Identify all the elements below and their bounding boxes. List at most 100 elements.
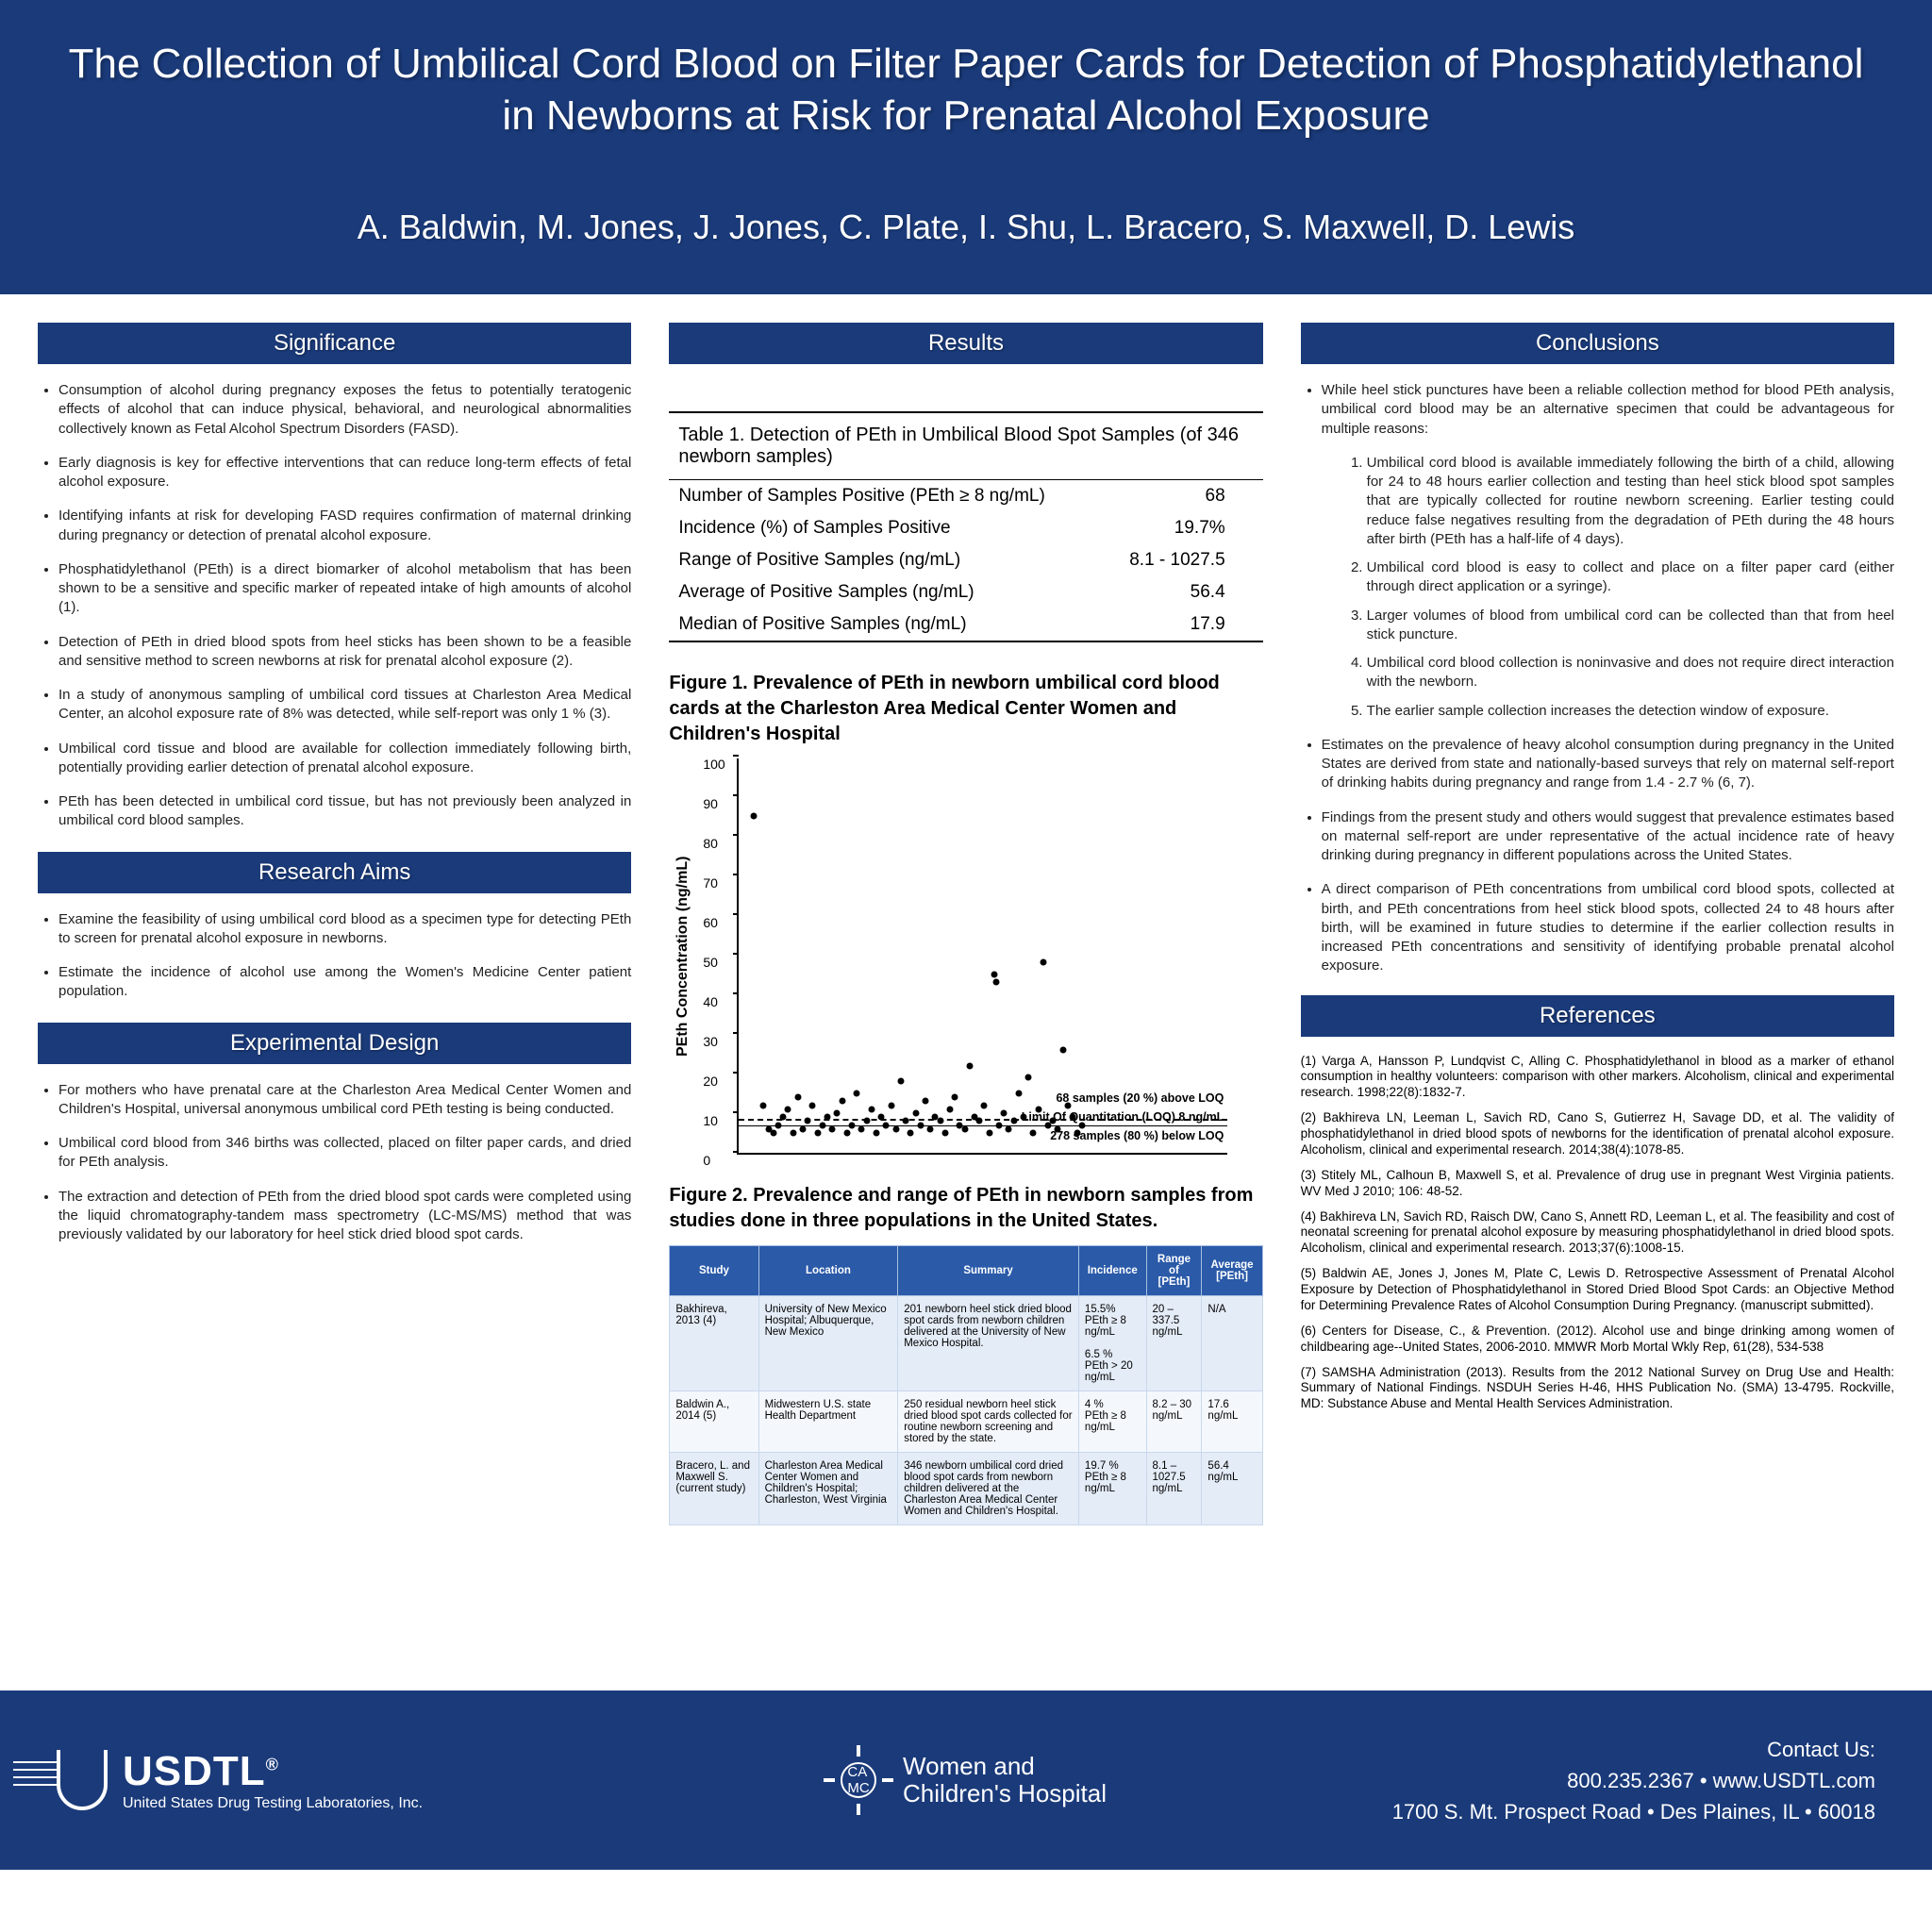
list-item: A direct comparison of PEth concentratio…: [1322, 880, 1894, 975]
usdtl-logo-block: USDTL® United States Drug Testing Labora…: [57, 1748, 663, 1812]
list-item: Umbilical cord tissue and blood are avai…: [58, 740, 631, 778]
list-item: Umbilical cord blood collection is nonin…: [1367, 654, 1894, 692]
list-item: Findings from the present study and othe…: [1322, 808, 1894, 866]
fig1-ylabel: PEth Concentration (ng/mL): [669, 758, 697, 1155]
table-cell: Midwestern U.S. state Health Department: [758, 1391, 898, 1453]
significance-body: Consumption of alcohol during pregnancy …: [38, 381, 631, 831]
list-item: For mothers who have prenatal care at th…: [58, 1081, 631, 1120]
table-cell: 8.1 - 1027.5: [1102, 544, 1262, 576]
conclusions-body: While heel stick punctures have been a r…: [1301, 381, 1894, 976]
usdtl-subtitle: United States Drug Testing Laboratories,…: [123, 1795, 423, 1812]
table-cell: Baldwin A., 2014 (5): [670, 1391, 758, 1453]
list-item: Early diagnosis is key for effective int…: [58, 454, 631, 492]
reference-item: (6) Centers for Disease, C., & Preventio…: [1301, 1324, 1894, 1356]
list-item: Consumption of alcohol during pregnancy …: [58, 381, 631, 439]
list-item: Umbilical cord blood from 346 births was…: [58, 1134, 631, 1173]
poster-content: Significance Consumption of alcohol duri…: [0, 294, 1932, 1690]
table-cell: 19.7%: [1102, 512, 1262, 544]
table-cell: 8.2 – 30 ng/mL: [1146, 1391, 1202, 1453]
left-column: Significance Consumption of alcohol duri…: [38, 323, 631, 1690]
table-header: Location: [758, 1246, 898, 1296]
logo-u-glyph: [57, 1750, 108, 1810]
list-item: Estimate the incidence of alcohol use am…: [58, 963, 631, 1002]
fig2-table: StudyLocationSummaryIncidenceRange of [P…: [669, 1245, 1262, 1525]
table1: Table 1. Detection of PEth in Umbilical …: [669, 411, 1262, 642]
list-item: Examine the feasibility of using umbilic…: [58, 910, 631, 949]
sun-icon: CAMC: [825, 1747, 891, 1813]
contact-block: Contact Us: 800.235.2367 • www.USDTL.com…: [1269, 1734, 1875, 1827]
design-body: For mothers who have prenatal care at th…: [38, 1081, 631, 1245]
table-cell: Average of Positive Samples (ng/mL): [669, 576, 1102, 608]
table-cell: Median of Positive Samples (ng/mL): [669, 608, 1102, 641]
fig1-title: Figure 1. Prevalence of PEth in newborn …: [669, 671, 1262, 747]
aims-body: Examine the feasibility of using umbilic…: [38, 910, 631, 1002]
table-cell: 15.5% PEth ≥ 8 ng/mL 6.5 % PEth > 20 ng/…: [1078, 1296, 1146, 1391]
table-header: Incidence: [1078, 1246, 1146, 1296]
significance-heading: Significance: [38, 323, 631, 364]
contact-heading: Contact Us:: [1269, 1734, 1875, 1765]
list-item: The extraction and detection of PEth fro…: [58, 1188, 631, 1245]
list-item: In a study of anonymous sampling of umbi…: [58, 686, 631, 724]
table-cell: 346 newborn umbilical cord dried blood s…: [898, 1453, 1079, 1525]
right-column: Conclusions While heel stick punctures h…: [1301, 323, 1894, 1690]
reference-item: (2) Bakhireva LN, Leeman L, Savich RD, C…: [1301, 1110, 1894, 1158]
table-header: Average [PEth]: [1202, 1246, 1262, 1296]
reference-item: (4) Bakhireva LN, Savich RD, Raisch DW, …: [1301, 1209, 1894, 1257]
table1-title: Table 1. Detection of PEth in Umbilical …: [669, 413, 1262, 480]
table-cell: 17.9: [1102, 608, 1262, 641]
table-cell: 68: [1102, 480, 1262, 512]
contact-line2: 1700 S. Mt. Prospect Road • Des Plaines,…: [1269, 1796, 1875, 1827]
list-item: Identifying infants at risk for developi…: [58, 507, 631, 545]
wch-logo-block: CAMC Women and Children's Hospital: [663, 1747, 1270, 1813]
design-heading: Experimental Design: [38, 1023, 631, 1064]
table-cell: Bracero, L. and Maxwell S. (current stud…: [670, 1453, 758, 1525]
list-item: PEth has been detected in umbilical cord…: [58, 792, 631, 831]
poster-title: The Collection of Umbilical Cord Blood o…: [57, 38, 1875, 142]
references-body: (1) Varga A, Hansson P, Lundqvist C, All…: [1301, 1054, 1894, 1413]
table-cell: 56.4 ng/mL: [1202, 1453, 1262, 1525]
table-cell: Charleston Area Medical Center Women and…: [758, 1453, 898, 1525]
table-cell: 56.4: [1102, 576, 1262, 608]
contact-line1: 800.235.2367 • www.USDTL.com: [1269, 1765, 1875, 1796]
poster-authors: A. Baldwin, M. Jones, J. Jones, C. Plate…: [57, 208, 1875, 247]
reference-item: (7) SAMSHA Administration (2013). Result…: [1301, 1365, 1894, 1413]
table-cell: N/A: [1202, 1296, 1262, 1391]
table-cell: Bakhireva, 2013 (4): [670, 1296, 758, 1391]
aims-heading: Research Aims: [38, 852, 631, 893]
reference-item: (1) Varga A, Hansson P, Lundqvist C, All…: [1301, 1054, 1894, 1102]
list-item: Umbilical cord blood is easy to collect …: [1367, 558, 1894, 597]
table-cell: 20 – 337.5 ng/mL: [1146, 1296, 1202, 1391]
fig2-title: Figure 2. Prevalence and range of PEth i…: [669, 1183, 1262, 1234]
fig1-chart: PEth Concentration (ng/mL) 0102030405060…: [669, 758, 1262, 1155]
table-header: Study: [670, 1246, 758, 1296]
list-item: Larger volumes of blood from umbilical c…: [1367, 607, 1894, 645]
conclusions-intro: While heel stick punctures have been a r…: [1322, 381, 1894, 439]
table-cell: Incidence (%) of Samples Positive: [669, 512, 1102, 544]
list-item: Detection of PEth in dried blood spots f…: [58, 633, 631, 672]
usdtl-name: USDTL: [123, 1748, 266, 1794]
poster-header: The Collection of Umbilical Cord Blood o…: [0, 0, 1932, 294]
references-heading: References: [1301, 995, 1894, 1037]
table-cell: Range of Positive Samples (ng/mL): [669, 544, 1102, 576]
reference-item: (5) Baldwin AE, Jones J, Jones M, Plate …: [1301, 1266, 1894, 1314]
table-header: Range of [PEth]: [1146, 1246, 1202, 1296]
conclusions-heading: Conclusions: [1301, 323, 1894, 364]
list-item: The earlier sample collection increases …: [1367, 702, 1894, 721]
table-cell: 19.7 % PEth ≥ 8 ng/mL: [1078, 1453, 1146, 1525]
reg-mark: ®: [266, 1755, 279, 1774]
reference-item: (3) Stitely ML, Calhoun B, Maxwell S, et…: [1301, 1168, 1894, 1200]
table-cell: 4 % PEth ≥ 8 ng/mL: [1078, 1391, 1146, 1453]
table-cell: 201 newborn heel stick dried blood spot …: [898, 1296, 1079, 1391]
list-item: Umbilical cord blood is available immedi…: [1367, 454, 1894, 549]
center-column: Results Table 1. Detection of PEth in Um…: [669, 323, 1262, 1690]
list-item: Phosphatidylethanol (PEth) is a direct b…: [58, 560, 631, 618]
results-heading: Results: [669, 323, 1262, 364]
table-cell: 250 residual newborn heel stick dried bl…: [898, 1391, 1079, 1453]
table-cell: University of New Mexico Hospital; Albuq…: [758, 1296, 898, 1391]
table-cell: Number of Samples Positive (PEth ≥ 8 ng/…: [669, 480, 1102, 512]
table-header: Summary: [898, 1246, 1079, 1296]
poster-footer: USDTL® United States Drug Testing Labora…: [0, 1690, 1932, 1870]
list-item: Estimates on the prevalence of heavy alc…: [1322, 736, 1894, 793]
table-cell: 17.6 ng/mL: [1202, 1391, 1262, 1453]
table-cell: 8.1 – 1027.5 ng/mL: [1146, 1453, 1202, 1525]
